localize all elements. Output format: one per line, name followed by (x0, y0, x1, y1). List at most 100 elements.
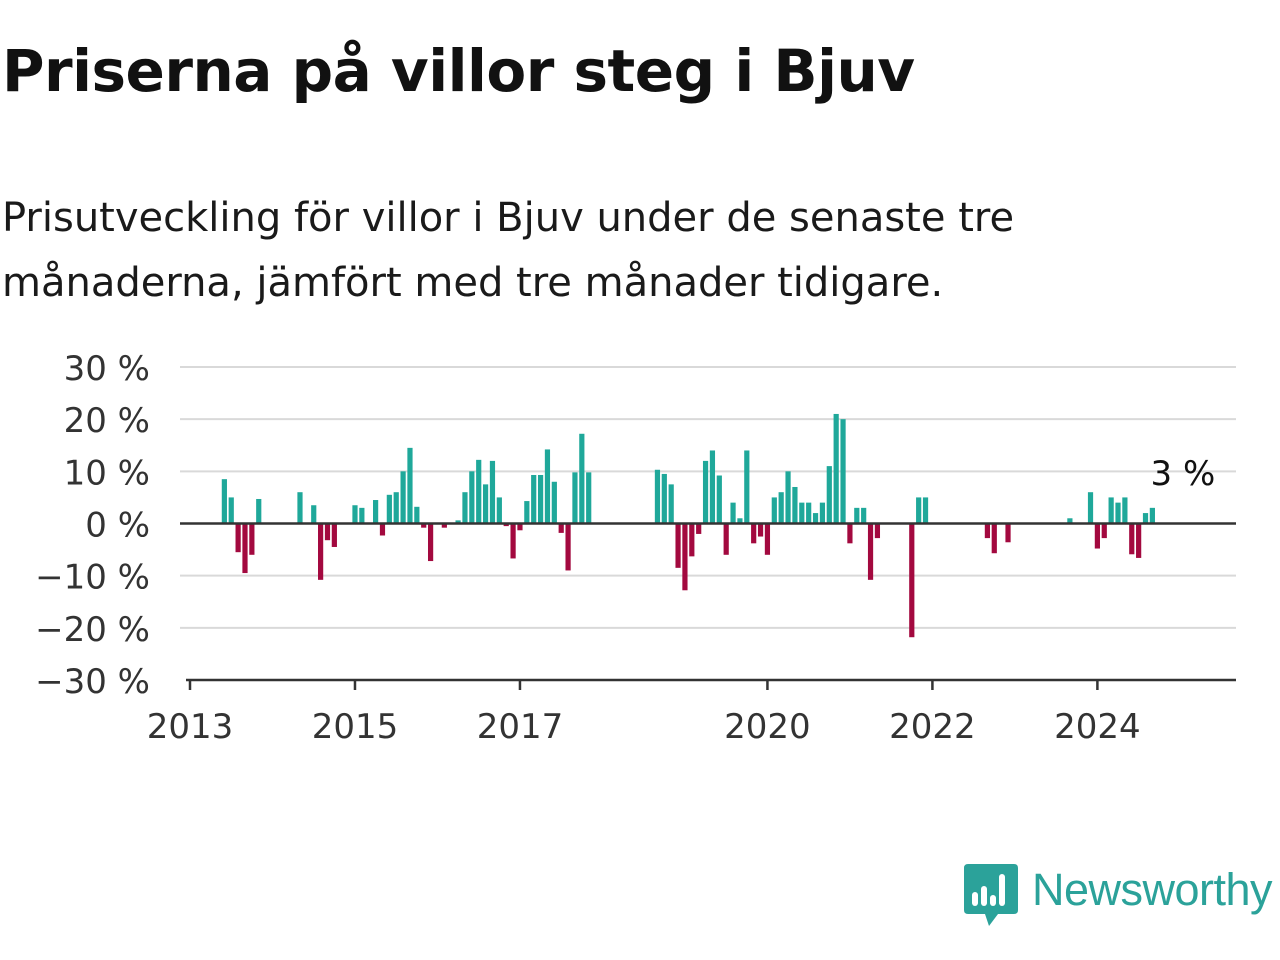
bar (586, 472, 592, 524)
bar (1108, 497, 1114, 524)
bar (716, 475, 722, 524)
bar (421, 523, 427, 528)
bar (867, 523, 874, 580)
bar (386, 494, 392, 524)
bar (682, 523, 688, 591)
bar (455, 520, 461, 524)
bar (1087, 492, 1094, 524)
bar (778, 492, 784, 524)
bar (744, 450, 750, 524)
bar (1129, 523, 1135, 555)
x-tick-label: 2017 (477, 707, 564, 747)
bar (414, 506, 420, 524)
bar (1005, 523, 1011, 543)
bar (1122, 497, 1128, 524)
y-tick-label: −20 % (35, 610, 150, 650)
bar (469, 471, 475, 524)
bar (984, 523, 991, 539)
bar (531, 474, 537, 524)
x-tick-label: 2020 (724, 707, 811, 747)
bar (400, 471, 406, 524)
bar (510, 523, 516, 559)
bar (297, 492, 303, 524)
bar (751, 523, 757, 544)
y-tick-label: 30 % (64, 349, 150, 389)
bar (833, 413, 839, 524)
bar (359, 507, 365, 524)
bar (1149, 507, 1155, 524)
y-tick-label: 10 % (64, 453, 150, 493)
bar (352, 505, 358, 524)
bar (572, 472, 578, 524)
x-tick-label: 2024 (1054, 707, 1141, 747)
bar (311, 505, 317, 524)
bar (654, 469, 661, 524)
bar (1067, 518, 1073, 524)
bar (847, 523, 853, 544)
bar (922, 497, 929, 524)
bar (379, 523, 386, 536)
bar (517, 523, 523, 531)
bar (723, 523, 729, 555)
bar (228, 497, 234, 524)
newsworthy-brand: Newsworthy (962, 862, 1278, 932)
bar (579, 433, 585, 524)
bar (668, 484, 674, 524)
bar (407, 447, 413, 524)
y-tick-label: 0 % (85, 506, 150, 546)
bar (840, 419, 846, 524)
price-change-bar-chart: 30 % 20 % 10 % 0 % −10 % −20 % −30 % 2013 2015 20… (35, 349, 1236, 747)
bar (916, 497, 922, 524)
bar (256, 498, 262, 524)
bar (675, 523, 681, 568)
bar (489, 460, 496, 524)
x-tick-label: 2013 (147, 707, 234, 747)
bar (318, 523, 324, 580)
bar (799, 502, 805, 524)
bar (235, 523, 241, 553)
bar (558, 523, 564, 533)
bar (551, 481, 557, 524)
bar (524, 501, 530, 524)
chart-subtitle: Prisutveckling för villor i Bjuv under d… (2, 195, 1015, 306)
bar (537, 474, 544, 524)
x-tick-label: 2015 (312, 707, 399, 747)
bar (991, 523, 997, 554)
bar (544, 449, 551, 524)
bar (1101, 523, 1107, 539)
bar (806, 502, 812, 524)
bar (874, 523, 881, 539)
bar (331, 523, 337, 547)
bar (565, 523, 571, 571)
brand-name: Newsworthy (1032, 864, 1273, 915)
bar (785, 471, 791, 524)
bar (462, 492, 468, 524)
bar (427, 523, 434, 562)
bar (757, 523, 764, 537)
bar (771, 497, 777, 524)
y-tick-label: −30 % (35, 662, 150, 702)
bar (324, 523, 331, 541)
bar (737, 518, 743, 524)
bar (689, 523, 695, 557)
x-tick-label: 2022 (889, 707, 976, 747)
bar (854, 507, 860, 524)
bar (503, 523, 509, 527)
bar (1094, 523, 1100, 549)
bar (702, 460, 709, 524)
bar (221, 479, 227, 524)
bar (730, 502, 736, 524)
bar (242, 523, 248, 574)
bar (792, 486, 798, 524)
y-tick-label: −10 % (35, 558, 150, 598)
bar (909, 523, 915, 638)
bar (826, 466, 832, 524)
bar (812, 513, 819, 524)
bar (373, 500, 379, 524)
bar (861, 507, 867, 524)
page-title: Priserna på villor steg i Bjuv (2, 37, 915, 105)
bar (819, 502, 826, 524)
bar (661, 473, 667, 524)
bar (441, 523, 447, 528)
newsworthy-logo-icon (964, 864, 1018, 926)
